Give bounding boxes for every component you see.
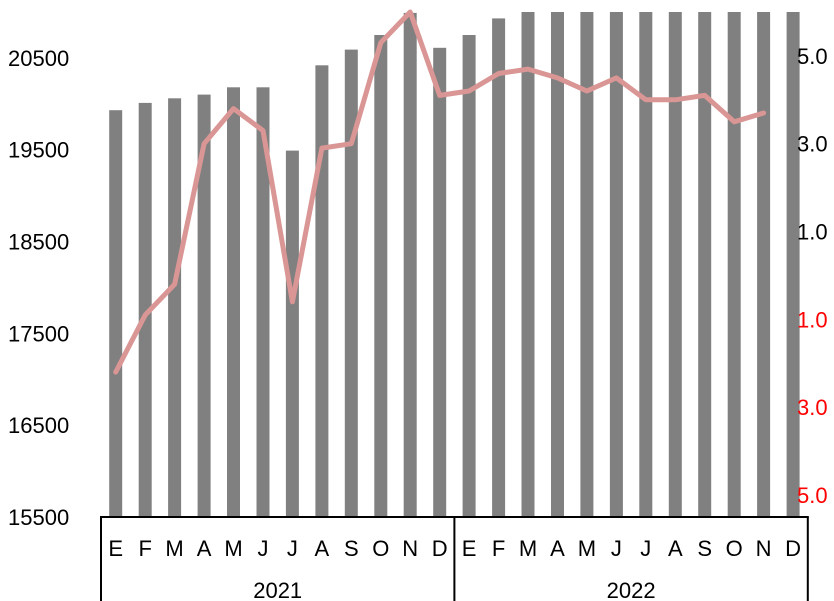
left-tick-label: 17500 [8, 321, 69, 346]
x-year-label: 2022 [607, 578, 656, 601]
x-tick-label: J [611, 536, 622, 561]
left-tick-label: 15500 [8, 505, 69, 530]
right-axis: 5.0 3.0 1.0 1.0 3.0 5.0 [797, 44, 828, 508]
x-tick-label: M [519, 536, 537, 561]
x-tick-label: M [165, 536, 183, 561]
right-tick-label: 5.0 [797, 44, 828, 69]
bar-8 [315, 65, 328, 517]
bar-23 [757, 12, 770, 517]
x-tick-label: A [550, 536, 565, 561]
bar-21 [698, 12, 711, 517]
x-tick-label: N [402, 536, 418, 561]
x-tick-label: M [224, 536, 242, 561]
right-tick-label: 1.0 [797, 307, 828, 332]
x-tick-label: N [756, 536, 772, 561]
bar-1 [109, 110, 122, 517]
bar-15 [522, 12, 535, 517]
right-tick-label: 5.0 [797, 483, 828, 508]
x-tick-label: J [258, 536, 269, 561]
right-tick-label: 1.0 [797, 220, 828, 245]
bar-7 [286, 151, 299, 517]
x-tick-label: A [315, 536, 330, 561]
bar-13 [463, 35, 476, 517]
x-tick-label: O [726, 536, 743, 561]
x-tick-label: F [492, 536, 505, 561]
x-tick-label: D [785, 536, 801, 561]
bar-16 [551, 12, 564, 517]
x-tick-label: F [138, 536, 151, 561]
x-tick-label: A [668, 536, 683, 561]
x-tick-label: J [640, 536, 651, 561]
bar-10 [374, 35, 387, 517]
bar-14 [492, 18, 505, 517]
left-tick-label: 19500 [8, 138, 69, 163]
left-tick-label: 18500 [8, 230, 69, 255]
bar-20 [669, 12, 682, 517]
x-tick-label: J [287, 536, 298, 561]
right-tick-label: 3.0 [797, 132, 828, 157]
left-tick-label: 20500 [8, 46, 69, 71]
x-tick-label: S [344, 536, 359, 561]
bar-19 [639, 12, 652, 517]
x-tick-label: E [108, 536, 123, 561]
right-tick-label: 3.0 [797, 395, 828, 420]
bar-11 [404, 13, 417, 517]
x-tick-label: E [462, 536, 477, 561]
x-tick-label: O [372, 536, 389, 561]
bar-5 [227, 87, 240, 517]
x-tick-label: A [197, 536, 212, 561]
bar-22 [728, 12, 741, 517]
x-tick-label: S [697, 536, 712, 561]
left-tick-label: 16500 [8, 413, 69, 438]
x-year-label: 2021 [253, 578, 302, 601]
x-tick-label: D [432, 536, 448, 561]
x-tick-label: M [578, 536, 596, 561]
bar-12 [433, 48, 446, 517]
bar-18 [610, 12, 623, 517]
bar-series [109, 12, 799, 517]
bar-3 [168, 98, 181, 517]
left-axis: 20500 19500 18500 17500 16500 15500 [8, 46, 69, 530]
bar-24 [787, 12, 800, 517]
